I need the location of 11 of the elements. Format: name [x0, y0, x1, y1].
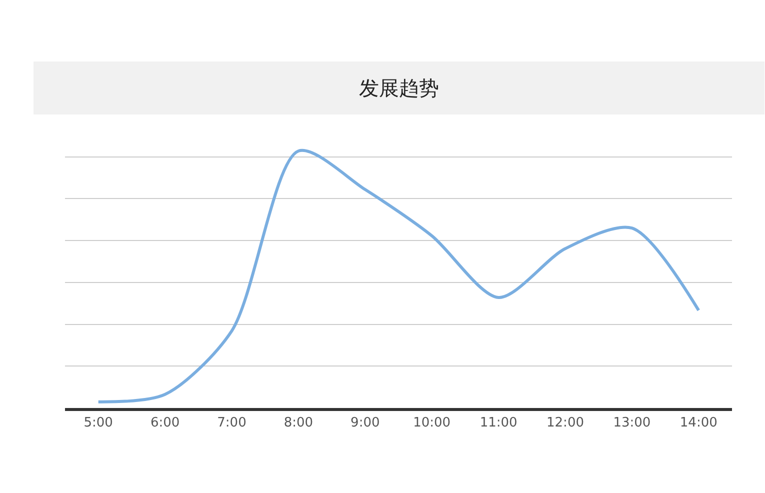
x-tick-label: 11:00	[480, 416, 518, 431]
x-tick-label: 8:00	[284, 416, 314, 431]
x-tick-label: 14:00	[680, 416, 718, 431]
x-tick-label: 7:00	[217, 416, 246, 431]
x-tick-label: 12:00	[546, 416, 584, 431]
x-tick-label: 6:00	[150, 416, 180, 431]
x-tick-label: 9:00	[350, 416, 380, 431]
x-tick-label: 13:00	[613, 416, 651, 431]
x-tick-label: 10:00	[413, 416, 451, 431]
chart-title: 发展趋势	[359, 76, 439, 100]
x-tick-label: 5:00	[84, 416, 113, 431]
